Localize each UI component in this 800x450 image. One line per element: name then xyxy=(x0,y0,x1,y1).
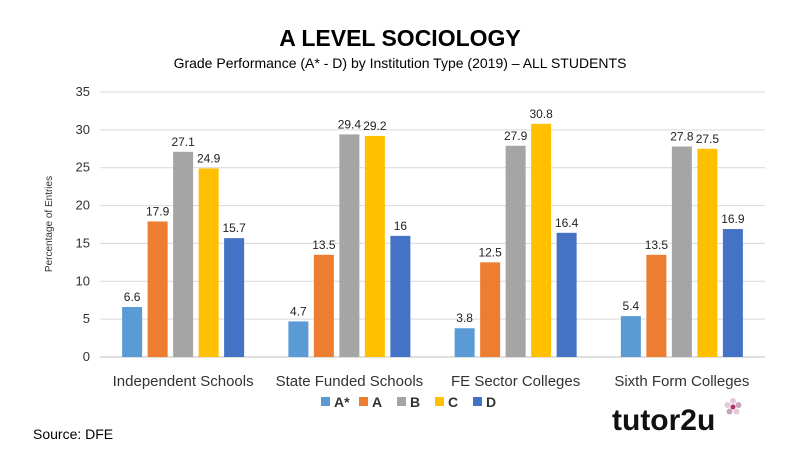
chart-subtitle: Grade Performance (A* - D) by Institutio… xyxy=(174,55,627,71)
bar xyxy=(288,321,309,357)
bar xyxy=(198,168,219,357)
data-label: 27.9 xyxy=(504,129,528,143)
y-tick-label: 25 xyxy=(76,160,90,175)
y-tick-labels: 0 5 10 15 20 25 30 35 xyxy=(76,84,90,364)
data-label: 29.4 xyxy=(338,117,362,131)
legend-label: C xyxy=(448,394,458,410)
data-label: 3.8 xyxy=(456,311,473,325)
data-label: 15.7 xyxy=(222,221,246,235)
chart-title: A LEVEL SOCIOLOGY xyxy=(279,25,521,51)
bar xyxy=(620,316,641,357)
legend: A* A B C D xyxy=(321,394,496,410)
data-label: 27.8 xyxy=(670,130,694,144)
data-label: 30.8 xyxy=(529,107,553,121)
bars xyxy=(122,123,743,357)
bar xyxy=(671,146,692,357)
legend-swatch xyxy=(397,397,406,406)
y-tick-label: 15 xyxy=(76,235,90,250)
y-tick-label: 35 xyxy=(76,84,90,99)
category-labels: Independent Schools State Funded Schools F… xyxy=(113,373,750,390)
legend-label: D xyxy=(486,394,496,410)
bar xyxy=(364,135,385,357)
bar xyxy=(122,307,143,357)
source-note: Source: DFE xyxy=(33,426,113,442)
category-label: Independent Schools xyxy=(113,373,254,390)
data-label: 17.9 xyxy=(146,204,170,218)
data-label: 16.9 xyxy=(721,212,745,226)
bar xyxy=(173,151,194,357)
data-label: 16.4 xyxy=(555,216,579,230)
data-label: 13.5 xyxy=(312,238,336,252)
y-tick-label: 30 xyxy=(76,122,90,137)
bar xyxy=(339,134,360,357)
category-label: State Funded Schools xyxy=(276,373,424,390)
bar xyxy=(505,145,526,357)
legend-label: B xyxy=(410,394,420,410)
category-label: FE Sector Colleges xyxy=(451,373,580,390)
data-label: 24.9 xyxy=(197,151,221,165)
data-label: 27.5 xyxy=(696,132,720,146)
data-label: 6.6 xyxy=(124,290,141,304)
data-label: 12.5 xyxy=(478,245,502,259)
bar xyxy=(556,232,577,357)
category-label: Sixth Form Colleges xyxy=(614,373,749,390)
y-tick-label: 20 xyxy=(76,198,90,213)
legend-swatch xyxy=(359,397,368,406)
data-labels: 6.6 17.9 27.124.9 15.7 4.7 13.5 29.4 29.2 16 3.8 1… xyxy=(124,107,745,325)
y-axis-label: Percentage of Entries xyxy=(44,176,55,272)
legend-swatch xyxy=(435,397,444,406)
bar xyxy=(646,254,667,357)
data-label: 27.1 xyxy=(171,135,195,149)
legend-swatch xyxy=(321,397,330,406)
legend-swatch xyxy=(473,397,482,406)
data-label: 29.2 xyxy=(363,119,387,133)
bar xyxy=(531,123,552,357)
tutor2u-logo: tutor2u xyxy=(612,398,742,437)
y-tick-label: 10 xyxy=(76,273,90,288)
flower-icon xyxy=(724,398,742,415)
data-label: 5.4 xyxy=(623,299,640,313)
bar xyxy=(313,254,334,357)
legend-label: A xyxy=(372,394,382,410)
bar xyxy=(147,221,168,357)
data-label: 13.5 xyxy=(645,238,669,252)
bar xyxy=(480,262,501,357)
bar xyxy=(722,229,743,357)
bar xyxy=(390,235,411,357)
bar xyxy=(224,238,245,357)
y-tick-label: 5 xyxy=(83,311,90,326)
data-label: 16 xyxy=(394,219,408,233)
bar xyxy=(454,328,475,357)
y-tick-label: 0 xyxy=(83,349,90,364)
brand-text: tutor2u xyxy=(612,404,715,437)
data-label: 4.7 xyxy=(290,304,307,318)
legend-label: A* xyxy=(334,394,350,410)
bar xyxy=(697,148,718,357)
